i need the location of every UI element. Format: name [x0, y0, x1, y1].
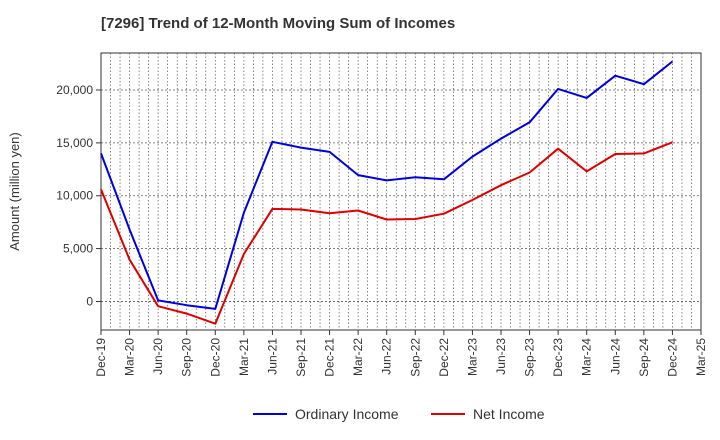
y-tick-label: 5,000	[63, 242, 93, 256]
grid	[101, 53, 701, 330]
legend: Ordinary Income Net Income	[253, 406, 545, 422]
x-tick-label: Dec-21	[323, 338, 337, 377]
x-tick-label: Mar-20	[123, 338, 137, 376]
series	[100, 60, 674, 325]
axes: 0 5,000 10,000 15,000 20,000 Dec-19 Mar-20 Jun-…	[7, 52, 708, 377]
x-tick-label: Sep-22	[408, 338, 422, 377]
x-tick-label: Jun-23	[494, 338, 508, 375]
x-tick-label: Dec-24	[665, 338, 679, 377]
y-axis-label: Amount (million yen)	[7, 132, 22, 251]
x-tick-label: Sep-24	[637, 338, 651, 377]
series-line-net-income	[100, 141, 673, 325]
legend-label: Ordinary Income	[295, 406, 399, 422]
y-tick-label: 0	[86, 294, 93, 308]
x-tick-label: Mar-22	[351, 338, 365, 376]
x-tick-label: Dec-20	[208, 338, 222, 377]
x-tick-label: Dec-19	[94, 338, 108, 377]
x-tick-label: Mar-21	[237, 338, 251, 376]
x-tick-label: Jun-22	[380, 338, 394, 375]
x-tick-label: Sep-21	[294, 338, 308, 377]
x-tick-label: Mar-25	[694, 338, 708, 376]
plot-frame	[100, 52, 702, 331]
legend-label: Net Income	[473, 406, 545, 422]
y-tick-label: 20,000	[56, 83, 93, 97]
series-line-ordinary-income	[100, 60, 674, 310]
x-tick-label: Jun-20	[151, 338, 165, 375]
x-tick-label: Mar-24	[580, 338, 594, 376]
chart-title: [7296] Trend of 12-Month Moving Sum of I…	[101, 15, 456, 32]
x-tick-label: Jun-21	[265, 338, 279, 375]
y-tick-label: 15,000	[56, 136, 93, 150]
x-tick-label: Dec-23	[551, 338, 565, 377]
y-tick-label: 10,000	[56, 189, 93, 203]
x-tick-label: Mar-23	[465, 338, 479, 376]
x-tick-label: Jun-24	[608, 338, 622, 375]
x-tick-label: Dec-22	[437, 338, 451, 377]
x-tick-label: Sep-23	[523, 338, 537, 377]
x-tick-label: Sep-20	[180, 338, 194, 377]
